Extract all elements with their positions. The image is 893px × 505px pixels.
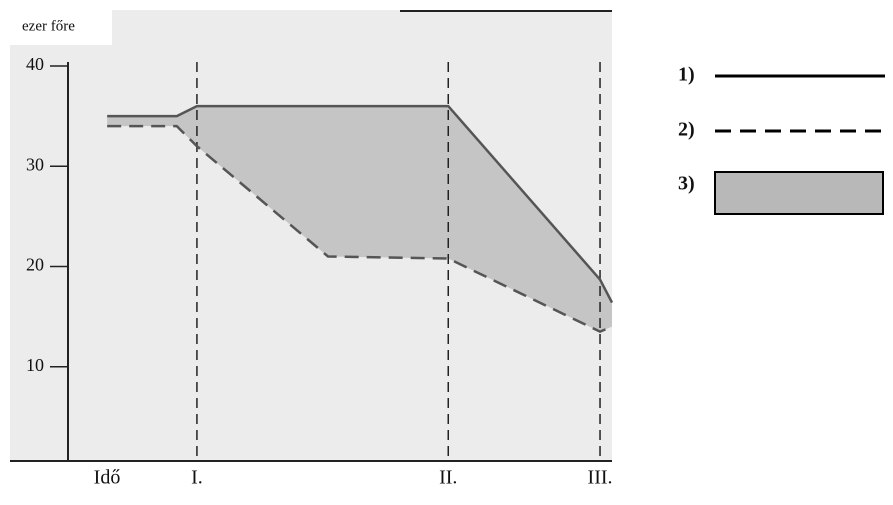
label-box <box>10 10 112 45</box>
legend-label: 1) <box>678 64 695 86</box>
y-axis-label: ezer főre <box>22 18 75 34</box>
x-tick-label: I. <box>191 467 203 489</box>
x-axis-label: Idő <box>94 467 121 489</box>
y-tick-label: 10 <box>26 355 44 375</box>
legend-label: 2) <box>678 119 695 141</box>
legend-label: 3) <box>678 173 695 195</box>
x-tick-label: II. <box>439 467 457 489</box>
x-tick-label: III. <box>588 467 613 489</box>
legend-swatch <box>714 171 884 215</box>
series-line <box>107 124 613 334</box>
y-tick-label: 20 <box>26 255 44 275</box>
series-line <box>107 104 614 304</box>
y-tick-label: 40 <box>26 54 44 74</box>
y-tick-label: 30 <box>26 154 44 174</box>
